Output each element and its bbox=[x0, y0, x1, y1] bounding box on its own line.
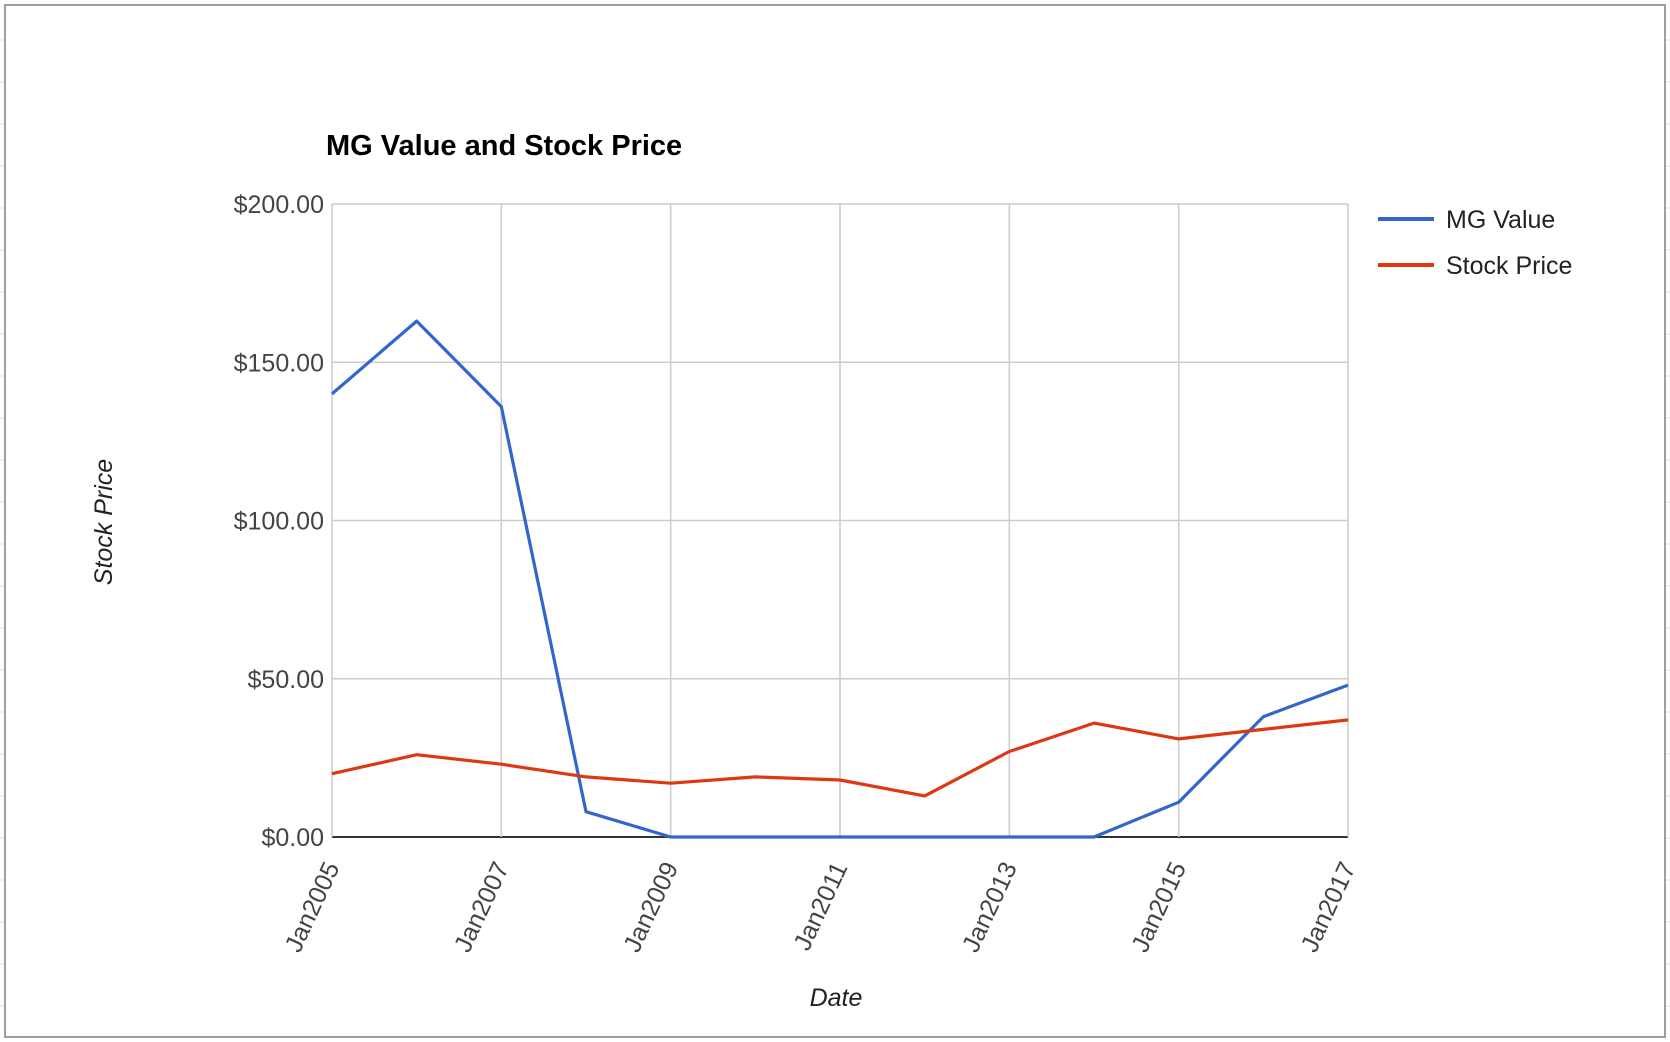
y-tick-label: $200.00 bbox=[234, 191, 324, 219]
y-axis-title: Stock Price bbox=[90, 459, 118, 585]
x-axis-tick-labels: Jan2005 Jan2007 Jan2009 Jan2011 Jan2013 Jan20… bbox=[280, 858, 1362, 957]
legend-label: Stock Price bbox=[1446, 252, 1572, 280]
x-tick-label: Jan2013 bbox=[957, 858, 1023, 957]
x-tick-label: Jan2017 bbox=[1296, 858, 1362, 957]
legend-label: MG Value bbox=[1446, 206, 1555, 234]
chart-title: MG Value and Stock Price bbox=[326, 130, 682, 162]
y-tick-label: $150.00 bbox=[234, 349, 324, 377]
series-line-stock-price bbox=[331, 718, 1349, 798]
y-tick-label: $50.00 bbox=[248, 666, 324, 694]
x-axis-title: Date bbox=[810, 984, 863, 1012]
y-tick-label: $100.00 bbox=[234, 508, 324, 536]
x-tick-label: Jan2007 bbox=[449, 858, 515, 957]
x-tick-label: Jan2009 bbox=[618, 858, 684, 957]
line-chart: MG Value and Stock Price $0.00 $50.00 $100… bbox=[90, 130, 1572, 1012]
series-lines bbox=[330, 319, 1349, 839]
x-tick-label: Jan2015 bbox=[1126, 858, 1192, 957]
legend: MG Value Stock Price bbox=[1378, 206, 1572, 280]
x-tick-label: Jan2005 bbox=[280, 858, 346, 957]
chart-container[interactable]: MG Value and Stock Price $0.00 $50.00 $100… bbox=[4, 4, 1666, 1038]
gridlines bbox=[331, 203, 1349, 838]
y-axis-tick-labels: $0.00 $50.00 $100.00 $150.00 $200.00 bbox=[234, 191, 324, 852]
x-tick-label: Jan2011 bbox=[788, 858, 853, 955]
y-tick-label: $0.00 bbox=[261, 824, 324, 852]
series-line-mg-value bbox=[330, 319, 1349, 839]
